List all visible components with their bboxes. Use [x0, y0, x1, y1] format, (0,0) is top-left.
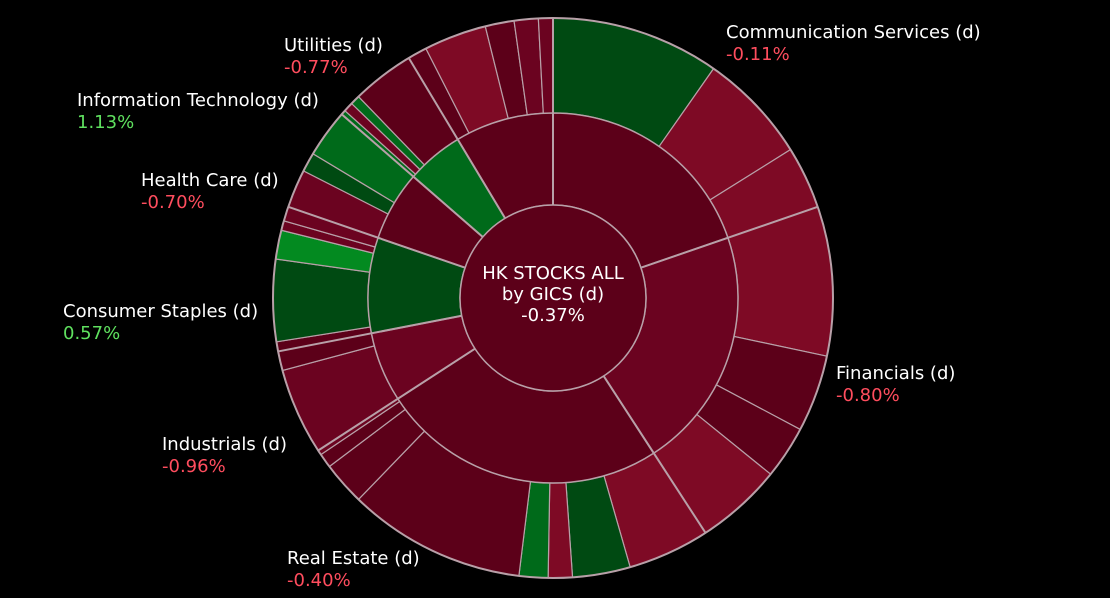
sector-name: Information Technology (d): [77, 90, 319, 111]
sector-label-health-care[interactable]: Health Care (d) -0.70%: [141, 170, 279, 214]
sector-divider: [602, 375, 707, 534]
sector-name: Utilities (d): [284, 35, 383, 56]
sector-change: -0.77%: [284, 57, 348, 78]
sector-name: Financials (d): [836, 363, 956, 384]
sector-divider: [407, 57, 506, 219]
sector-label-utilities[interactable]: Utilities (d) -0.77%: [284, 35, 383, 79]
sector-label-communication-services[interactable]: Communication Services (d) -0.11%: [726, 22, 981, 66]
stock-segment[interactable]: [272, 258, 371, 343]
sector-divider: [341, 113, 484, 238]
sector-divider: [277, 314, 462, 353]
sector-label-information-technology[interactable]: Information Technology (d) 1.13%: [77, 90, 319, 134]
sector-change: -0.96%: [162, 456, 226, 477]
sector-name: Communication Services (d): [726, 22, 981, 43]
sector-label-financials[interactable]: Financials (d) -0.80%: [836, 363, 955, 407]
center-subtitle: by GICS (d): [501, 284, 605, 305]
sector-divider: [317, 347, 476, 452]
sector-divider: [640, 205, 819, 269]
sector-change: -0.80%: [836, 385, 900, 406]
sector-name: Health Care (d): [141, 170, 279, 191]
sector-name: Real Estate (d): [287, 548, 420, 569]
sector-label-real-estate[interactable]: Real Estate (d) -0.40%: [287, 548, 420, 592]
sector-change: -0.40%: [287, 570, 351, 591]
sector-change: 0.57%: [63, 323, 121, 344]
sector-name: Consumer Staples (d): [63, 301, 259, 322]
sector-change: 1.13%: [77, 112, 135, 133]
sector-label-consumer-staples[interactable]: Consumer Staples (d) 0.57%: [63, 301, 258, 345]
chart-center-label[interactable]: HK STOCKS ALL by GICS (d) -0.37%: [455, 263, 651, 326]
sector-change: -0.11%: [726, 44, 790, 65]
sector-name: Industrials (d): [162, 434, 287, 455]
sector-change: -0.70%: [141, 192, 205, 213]
sector-label-industrials[interactable]: Industrials (d) -0.96%: [162, 434, 287, 478]
center-value: -0.37%: [521, 305, 585, 326]
center-title: HK STOCKS ALL: [482, 263, 624, 284]
sector-divider: [287, 205, 466, 269]
